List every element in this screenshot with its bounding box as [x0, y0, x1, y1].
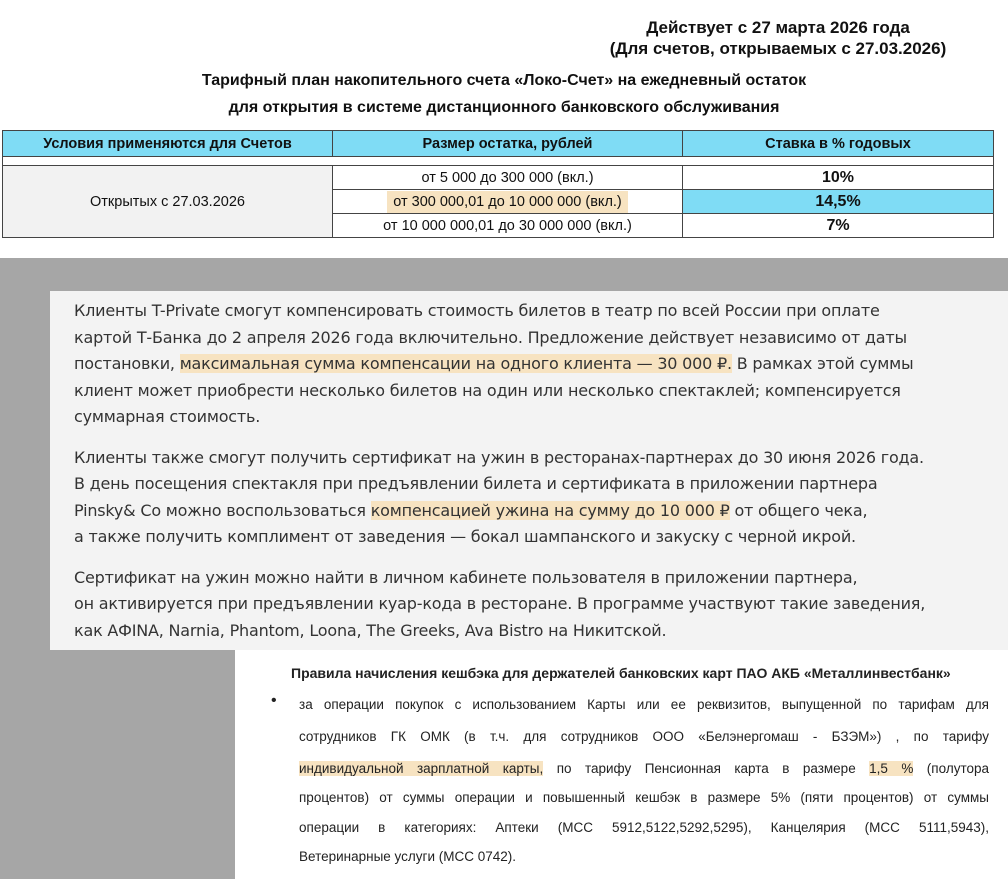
paragraph-line: суммарная стоимость.: [74, 404, 1008, 431]
highlighted-text: 1,5 %: [869, 761, 914, 776]
cashback-line: индивидуальной зарплатной карты, по тари…: [299, 759, 989, 779]
tariff-subtitle: для открытия в системе дистанционного ба…: [228, 99, 780, 116]
text-segment: по тарифу Пенсионная карта в размере: [543, 761, 870, 776]
effective-date: Действует с 27 марта 2026 года: [646, 18, 910, 37]
cashback-line: сотрудников ГК ОМК (в т.ч. для сотрудник…: [299, 727, 989, 747]
promo-text-panel: Клиенты T-Private смогут компенсировать …: [50, 291, 1008, 650]
text-segment: как АФINA, Narnia, Phantom, Loona, The G…: [74, 620, 667, 640]
paragraph-line: как АФINA, Narnia, Phantom, Loona, The G…: [74, 618, 1008, 645]
text-segment: а также получить комплимент от заведения…: [74, 527, 856, 546]
table-header-row: Условия применяются для Счетов Размер ос…: [2, 130, 994, 157]
text-segment: операции в категориях: Аптеки (МСС 5912,…: [299, 820, 989, 835]
rate-cell: 10%: [682, 165, 994, 190]
text-segment: от общего чека,: [729, 500, 868, 520]
text-segment: В день посещения спектакля при предъявле…: [74, 474, 878, 493]
paragraph-line: картой Т-Банка до 2 апреля 2026 года вкл…: [74, 325, 1008, 352]
tariff-document: Действует с 27 марта 2026 года (Для счет…: [0, 0, 1008, 258]
header-rate: Ставка в % годовых: [682, 130, 994, 157]
table-row: Открытых с 27.03.2026 от 5 000 до 300 00…: [2, 165, 994, 238]
tariff-title: Тарифный план накопительного счета «Локо…: [201, 72, 807, 89]
text-segment: (полутора: [913, 761, 989, 776]
paragraph-line: Клиенты также смогут получить сертификат…: [74, 445, 1008, 472]
bullet-icon: •: [271, 692, 277, 709]
header-conditions: Условия применяются для Счетов: [2, 130, 333, 157]
text-segment: картой Т-Банка до 2 апреля 2026 года вкл…: [74, 327, 907, 347]
paragraph-line: а также получить комплимент от заведения…: [74, 524, 1008, 551]
highlighted-text: компенсацией ужина на сумму до 10 000 ₽: [370, 500, 730, 520]
table-row: от 10 000 000,01 до 30 000 000 (вкл.) 7%: [3, 213, 994, 238]
cashback-line: операции в категориях: Аптеки (МСС 5912,…: [299, 818, 989, 838]
text-segment: В рамках этой суммы: [731, 354, 914, 373]
paragraph-line: он активируется при предъявлении куар-ко…: [74, 591, 1008, 618]
paragraph-line: постановки, максимальная сумма компенсац…: [74, 351, 1008, 378]
range-cell: от 5 000 до 300 000 (вкл.): [332, 165, 683, 190]
rate-cell: 14,5%: [682, 189, 994, 214]
tariff-table: Условия применяются для Счетов Размер ос…: [2, 130, 994, 238]
rate-cell: 7%: [682, 213, 994, 238]
paragraph-line: Pinsky& Co можно воспользоваться компенс…: [74, 498, 1008, 525]
text-segment: Ветеринарные услуги (МСС 0742).: [299, 849, 517, 864]
range-cell: от 10 000 000,01 до 30 000 000 (вкл.): [332, 213, 683, 238]
cashback-line: за операции покупок с использованием Кар…: [299, 695, 989, 715]
text-segment: клиент может приобрести несколько билето…: [74, 380, 901, 400]
range-highlight: от 300 000,01 до 10 000 000 (вкл.): [387, 190, 628, 213]
text-segment: за операции покупок с использованием Кар…: [299, 697, 989, 712]
text-segment: Клиенты также смогут получить сертификат…: [74, 447, 924, 467]
text-segment: Pinsky& Co можно воспользоваться: [74, 500, 371, 520]
cashback-document: Правила начисления кешбэка для держателе…: [235, 650, 1008, 879]
paragraph-line: Клиенты T-Private смогут компенсировать …: [74, 298, 1008, 325]
cashback-title: Правила начисления кешбэка для держателе…: [291, 665, 951, 681]
highlighted-text: индивидуальной зарплатной карты,: [299, 761, 544, 776]
text-segment: постановки,: [74, 354, 180, 373]
cashback-line: процентов) от суммы операции и повышенны…: [299, 788, 989, 808]
spacer-row: [2, 156, 994, 166]
header-balance: Размер остатка, рублей: [332, 130, 683, 157]
text-segment: Клиенты T-Private смогут компенсировать …: [74, 301, 880, 320]
effective-note: (Для счетов, открываемых с 27.03.2026): [609, 39, 947, 58]
range-cell: от 300 000,01 до 10 000 000 (вкл.): [332, 189, 683, 214]
table-row: от 300 000,01 до 10 000 000 (вкл.) 14,5%: [3, 189, 994, 214]
paragraph-line: Сертификат на ужин можно найти в личном …: [74, 565, 1008, 592]
condition-cell: Открытых с 27.03.2026: [2, 165, 333, 238]
text-segment: Сертификат на ужин можно найти в личном …: [74, 567, 858, 587]
highlighted-text: максимальная сумма компенсации на одного…: [179, 354, 732, 373]
paragraph-line: клиент может приобрести несколько билето…: [74, 378, 1008, 405]
text-segment: он активируется при предъявлении куар-ко…: [74, 594, 926, 613]
paragraph-line: В день посещения спектакля при предъявле…: [74, 471, 1008, 498]
text-segment: суммарная стоимость.: [74, 407, 261, 426]
text-segment: процентов) от суммы операции и повышенны…: [299, 790, 989, 805]
text-segment: сотрудников ГК ОМК (в т.ч. для сотрудник…: [299, 729, 989, 744]
cashback-line: Ветеринарные услуги (МСС 0742).: [299, 847, 989, 867]
